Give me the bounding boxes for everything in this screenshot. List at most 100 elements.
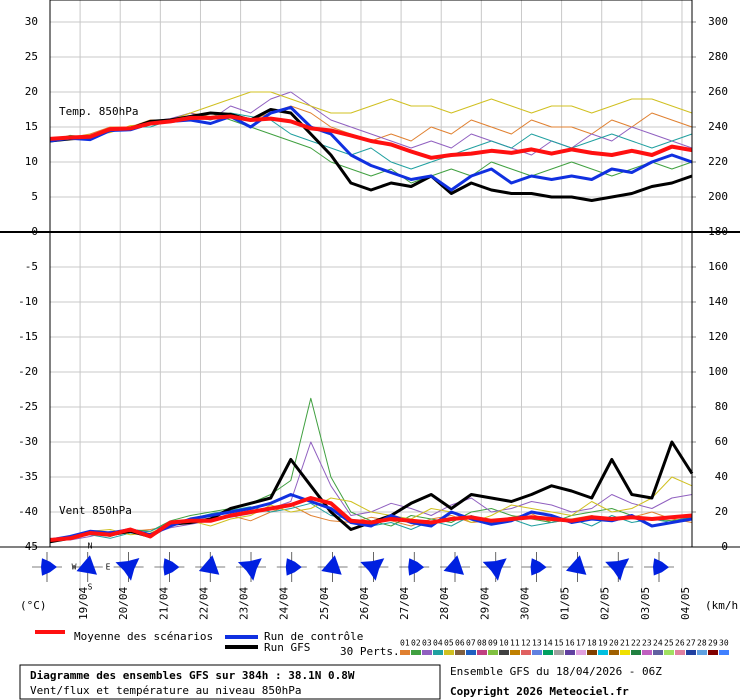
footer-subtitle: Vent/flux et température au niveau 850hP… [30,684,302,697]
y2-tick-label: 40 [715,470,728,483]
pert-label: 07 [466,639,476,648]
wind-rose [653,558,669,576]
series-line [49,114,693,160]
pert-swatch [642,650,652,655]
pert-label: 20 [609,639,619,648]
y2-tick-label: 240 [708,120,728,133]
x-tick-label: 20/04 [117,587,130,620]
y-tick-label: 30 [25,15,38,28]
y-tick-label: 15 [25,120,38,133]
pert-label: 18 [587,639,597,648]
y-tick-label: -30 [18,435,38,448]
y-tick-label: -35 [18,470,38,483]
pert-swatch [609,650,619,655]
pert-swatch [455,650,465,655]
y2-tick-label: 80 [715,400,728,413]
wind-rose [321,555,342,575]
pert-label: 29 [708,639,718,648]
pert-label: 05 [444,639,454,648]
y-label: (°C) [20,599,47,612]
wind-title: Vent 850hPa [59,504,132,517]
pert-label: 28 [697,639,707,648]
plot-area: 19/04 20/04 21/04 22/04 23/04 24/04 25/04 26/04… [0,0,740,649]
wind-rose [530,558,547,576]
wind-rose [41,558,57,576]
wind-rose [76,555,97,575]
y2-tick-label: 220 [708,155,728,168]
pert-swatch [587,650,597,655]
x-tick-label: 30/04 [518,587,531,620]
pert-label: 09 [488,639,498,648]
y2-label: (km/h) [705,599,740,612]
pert-label: 03 [422,639,432,648]
pert-label: 14 [543,639,553,648]
x-tick-label: 04/05 [679,587,692,620]
pert-swatch [543,650,553,655]
x-tick-label: 21/04 [157,587,170,620]
pert-swatch [466,650,476,655]
pert-label: 10 [499,639,509,648]
pert-label: 16 [565,639,575,648]
pert-swatch [422,650,432,655]
x-tick-label: 23/04 [238,587,251,620]
pert-swatch [631,650,641,655]
pert-swatch [664,650,674,655]
pert-swatch [576,650,586,655]
pert-swatch [444,650,454,655]
pert-label: 27 [686,639,696,648]
x-tick-label: 27/04 [398,587,411,620]
pert-swatch [708,650,718,655]
wind-rose [443,555,464,575]
pert-label: 30 [719,639,729,648]
pert-swatch [499,650,509,655]
pert-label: 21 [620,639,630,648]
pert-swatch [620,650,630,655]
y-tick-label: 20 [25,85,38,98]
y2-tick-label: 20 [715,505,728,518]
footer-box [19,664,441,700]
wind-rose [115,558,140,581]
x-tick-label: 25/04 [318,587,331,620]
wind-rose [163,558,180,576]
y-tick-label: 5 [31,190,38,203]
y-tick-label: -5 [25,260,38,273]
y2-tick-label: 160 [708,260,728,273]
pert-swatch [675,650,685,655]
pert-label: 26 [675,639,685,648]
y2-tick-label: 60 [715,435,728,448]
compass-n: N [88,542,93,551]
x-tick-label: 22/04 [197,587,210,620]
pert-label: 19 [598,639,608,648]
copyright: Copyright 2026 Meteociel.fr [450,685,629,698]
pert-label: 02 [411,639,421,648]
wind-rose [198,555,220,575]
y2-tick-label: 200 [708,190,728,203]
pert-swatch [653,650,663,655]
y-tick-label: 25 [25,50,38,63]
wind-rose [605,558,630,581]
pert-label: 17 [576,639,586,648]
wind-rose [566,555,587,575]
compass-s: S [88,583,93,592]
pert-label: 24 [653,639,663,648]
pert-swatch [477,650,487,655]
pert-swatch [598,650,608,655]
pert-swatch [554,650,564,655]
pert-label: 04 [433,639,443,648]
pert-swatch [510,650,520,655]
compass-w: W [72,563,77,572]
run-info: Ensemble GFS du 18/04/2026 - 06Z [450,665,662,678]
y-tick-label: -40 [18,505,38,518]
y2-tick-label: 300 [708,15,728,28]
pert-label: 15 [554,639,564,648]
y2-tick-label: 140 [708,295,728,308]
y-tick-label: -15 [18,330,38,343]
x-tick-label: 26/04 [358,587,371,620]
pert-swatch [433,650,443,655]
x-tick-label: 29/04 [478,587,491,620]
pert-swatch [411,650,421,655]
pert-label: 23 [642,639,652,648]
x-tick-label: 19/04 [77,587,90,620]
y2-tick-label: 280 [708,50,728,63]
y-tick-label: -20 [18,365,38,378]
